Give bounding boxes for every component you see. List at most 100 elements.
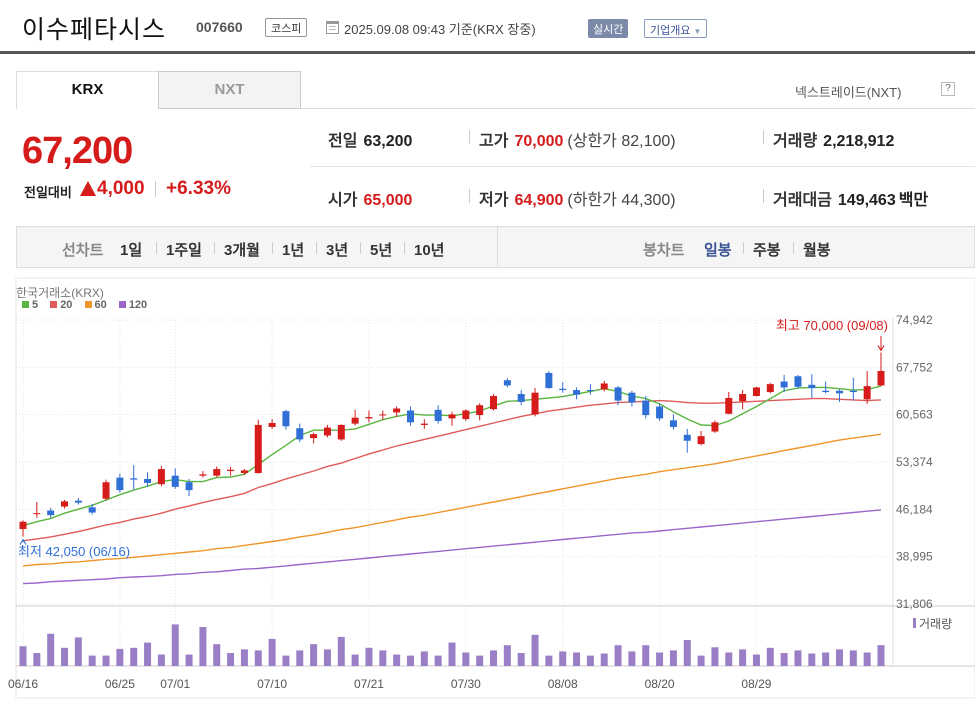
low-annotation: 최저 42,050 (06/16) <box>18 544 130 559</box>
candle-body <box>296 428 304 440</box>
candle-body <box>240 470 248 474</box>
legend-ma60: 60 <box>84 299 107 311</box>
candle-body <box>116 477 124 491</box>
change-percent: +6.33% <box>166 178 231 199</box>
stat-prev: 전일 63,200 <box>328 127 412 151</box>
ma5-line <box>22 385 882 527</box>
candle-body <box>683 434 691 441</box>
stat-high: 고가 70,000 (상한가 82,100) <box>479 127 676 151</box>
period-1y[interactable]: 1년 <box>282 242 305 259</box>
candle-body <box>33 513 41 515</box>
candle-body <box>434 409 442 422</box>
volume-bar <box>282 655 290 666</box>
y-tick-label: 60,563 <box>896 408 933 422</box>
candle-body <box>573 390 581 395</box>
chart-frame <box>15 277 975 699</box>
volume-bar <box>254 650 262 666</box>
volume-bar <box>130 647 138 666</box>
volume-bar <box>365 647 373 666</box>
stat-label: 시가 <box>328 192 358 209</box>
stat-open: 시가 65,000 <box>328 186 412 210</box>
volume-bar <box>116 648 124 666</box>
candle-body <box>102 482 110 499</box>
y-tick-label: 53,374 <box>896 455 933 469</box>
volume-bar <box>545 655 553 666</box>
stat-volume: 거래량 2,218,912 <box>773 127 894 151</box>
y-tick-label: 46,184 <box>896 502 933 516</box>
volume-bar <box>531 634 539 666</box>
candle-body <box>310 434 318 439</box>
help-icon[interactable]: ? <box>941 82 955 96</box>
candle-body <box>130 478 138 480</box>
volume-bar <box>213 644 221 666</box>
candle-body <box>157 469 165 485</box>
legend-label: 20 <box>60 299 73 311</box>
tab-krx[interactable]: KRX <box>16 71 159 109</box>
volume-bar <box>808 653 816 666</box>
line-chart-label: 선차트 <box>62 242 104 259</box>
stat-value: 149,463 <box>837 192 896 209</box>
change-value: 4,000 <box>97 178 145 199</box>
period-3y[interactable]: 3년 <box>326 242 349 259</box>
candle-body <box>213 469 221 476</box>
x-tick-label: 07/21 <box>354 677 384 691</box>
divider <box>316 242 317 254</box>
candle-body <box>517 394 525 402</box>
candle-body <box>323 427 331 436</box>
volume-bar <box>863 652 871 666</box>
candle-body <box>628 392 636 403</box>
volume-bar <box>102 655 110 666</box>
volume-bar <box>227 653 235 666</box>
high-arrowhead-icon <box>877 345 885 352</box>
volume-bar <box>517 653 525 666</box>
candle-body <box>725 397 733 414</box>
divider <box>214 242 215 254</box>
volume-bar <box>503 645 511 666</box>
x-tick-label: 08/08 <box>548 677 578 691</box>
volume-bar <box>711 647 719 666</box>
volume-bar <box>573 652 581 666</box>
legend-label: 60 <box>94 299 107 311</box>
divider <box>469 189 470 203</box>
period-1d[interactable]: 1일 <box>120 242 143 259</box>
candle-daily[interactable]: 일봉 <box>704 242 732 259</box>
y-tick-label: 67,752 <box>896 360 933 374</box>
candle-body <box>490 395 498 410</box>
y-tick-label: 31,806 <box>896 597 933 611</box>
nxt-link[interactable]: 넥스트레이드(NXT) <box>795 85 902 100</box>
volume-bar <box>420 651 428 666</box>
volume-bar <box>337 636 345 666</box>
candle-body <box>531 392 539 415</box>
corp-info-dropdown[interactable]: 기업개요 ▼ <box>644 19 708 38</box>
volume-legend-swatch <box>913 618 916 628</box>
stat-value: 70,000 <box>514 133 564 150</box>
realtime-button[interactable]: 실시간 <box>588 19 629 38</box>
candle-body <box>199 474 207 476</box>
volume-bar <box>822 652 830 666</box>
candle-body <box>282 411 290 427</box>
period-5y[interactable]: 5년 <box>370 242 393 259</box>
period-10y[interactable]: 10년 <box>414 242 445 259</box>
volume-bar <box>185 654 193 666</box>
volume-bar <box>406 655 414 666</box>
stat-low: 저가 64,900 (하한가 44,300) <box>479 186 676 210</box>
candle-body <box>586 390 594 392</box>
candle-body <box>780 381 788 388</box>
period-1w[interactable]: 1주일 <box>166 242 202 259</box>
legend-swatch <box>118 301 126 308</box>
period-bar <box>16 226 975 268</box>
candle-monthly[interactable]: 월봉 <box>803 242 831 259</box>
candle-body <box>393 408 401 413</box>
candle-body <box>61 501 69 507</box>
volume-bar <box>669 650 677 666</box>
legend-ma120: 120 <box>118 299 147 311</box>
volume-bar <box>47 633 55 666</box>
candle-body <box>822 390 830 393</box>
candle-body <box>254 424 262 474</box>
stock-code: 007660 <box>196 19 243 35</box>
tab-nxt[interactable]: NXT <box>158 71 301 109</box>
divider <box>310 166 975 167</box>
volume-bar <box>642 645 650 666</box>
candle-weekly[interactable]: 주봉 <box>753 242 781 259</box>
period-3m[interactable]: 3개월 <box>224 242 260 259</box>
